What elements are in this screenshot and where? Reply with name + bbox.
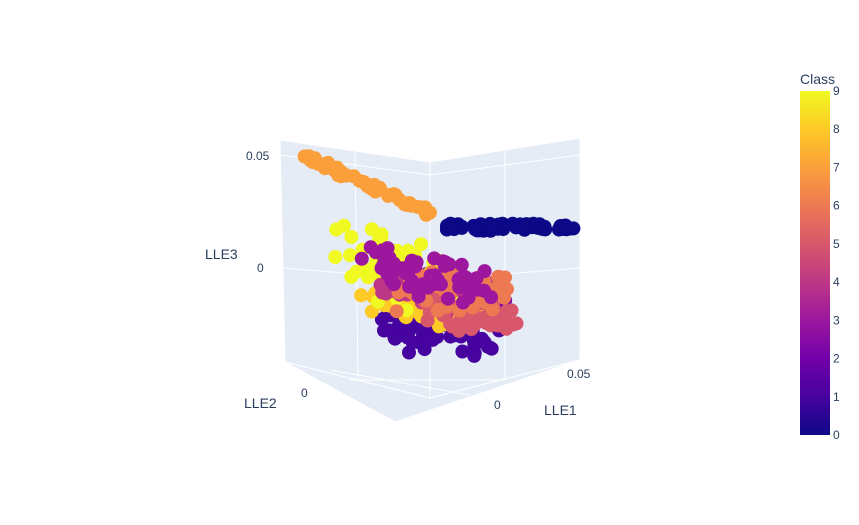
point-class-0[interactable]	[552, 222, 566, 237]
y-tick-zero: 0	[301, 386, 308, 400]
point-class-3[interactable]	[461, 290, 476, 305]
colorbar: Class 0 1 2 3 4 5 6 7 8 9	[800, 71, 840, 442]
point-class-7[interactable]	[400, 196, 415, 211]
point-class-9[interactable]	[328, 250, 343, 264]
point-class-3[interactable]	[411, 289, 426, 304]
point-class-3[interactable]	[452, 280, 467, 295]
point-class-7[interactable]	[372, 180, 387, 195]
colorbar-tick-4: 4	[833, 275, 840, 289]
point-class-0[interactable]	[483, 217, 498, 232]
point-class-5[interactable]	[509, 316, 524, 331]
point-class-1[interactable]	[377, 323, 391, 338]
x-tick-zero: 0	[494, 398, 501, 412]
colorbar-tick-2: 2	[833, 352, 840, 366]
point-class-9[interactable]	[343, 248, 357, 263]
colorbar-tick-3: 3	[833, 313, 840, 327]
point-class-9[interactable]	[336, 218, 351, 233]
z-axis-title: LLE3	[205, 246, 238, 262]
colorbar-title: Class	[800, 71, 835, 87]
colorbar-tick-1: 1	[833, 390, 840, 404]
point-class-9[interactable]	[414, 237, 428, 252]
point-class-3[interactable]	[469, 271, 484, 286]
x-tick-high: 0.05	[567, 367, 591, 381]
colorbar-tick-6: 6	[833, 199, 840, 213]
colorbar-ticks: 0 1 2 3 4 5 6 7 8 9	[833, 84, 840, 442]
colorbar-tick-0: 0	[833, 428, 840, 442]
colorbar-tick-9: 9	[833, 84, 840, 98]
point-class-0[interactable]	[538, 222, 553, 237]
point-class-7[interactable]	[311, 156, 326, 171]
point-class-3[interactable]	[420, 280, 435, 295]
point-class-3[interactable]	[427, 251, 442, 266]
z-tick-high: 0.05	[246, 149, 270, 163]
axis-labels: 0.05 0 LLE3 0 LLE2 0 0.05 LLE1	[205, 149, 591, 418]
points-layer	[297, 149, 581, 363]
point-class-3[interactable]	[368, 245, 383, 260]
point-class-3[interactable]	[484, 290, 499, 305]
floor-pane	[284, 359, 581, 423]
point-class-8[interactable]	[354, 288, 369, 303]
point-class-1[interactable]	[400, 330, 415, 345]
point-class-7[interactable]	[419, 207, 434, 222]
point-class-3[interactable]	[437, 258, 452, 273]
point-class-9[interactable]	[344, 269, 359, 284]
point-class-9[interactable]	[344, 230, 359, 244]
point-class-3[interactable]	[394, 261, 409, 276]
point-class-7[interactable]	[388, 188, 403, 203]
colorbar-tick-8: 8	[833, 122, 840, 136]
point-class-6[interactable]	[389, 304, 404, 319]
y-axis-title: LLE2	[244, 395, 277, 411]
point-class-7[interactable]	[356, 175, 371, 190]
point-class-1[interactable]	[467, 348, 482, 363]
point-class-0[interactable]	[498, 218, 513, 233]
point-class-5[interactable]	[467, 317, 482, 332]
point-class-6[interactable]	[491, 269, 506, 284]
point-class-3[interactable]	[354, 251, 369, 266]
point-class-3[interactable]	[380, 241, 395, 256]
point-class-3[interactable]	[431, 273, 446, 288]
point-class-5[interactable]	[443, 316, 457, 331]
colorbar-tick-5: 5	[833, 237, 840, 251]
point-class-3[interactable]	[377, 253, 392, 268]
point-class-6[interactable]	[430, 303, 445, 317]
colorbar-tick-7: 7	[833, 160, 840, 174]
point-class-6[interactable]	[500, 282, 514, 297]
point-class-9[interactable]	[364, 222, 379, 237]
point-class-7[interactable]	[327, 162, 341, 177]
z-tick-zero: 0	[257, 261, 264, 275]
floor-grid-a	[329, 369, 471, 396]
point-class-1[interactable]	[388, 331, 402, 346]
colorbar-gradient	[800, 91, 830, 435]
point-class-1[interactable]	[455, 344, 470, 359]
point-class-0[interactable]	[439, 222, 454, 237]
point-class-3[interactable]	[454, 257, 469, 272]
point-class-1[interactable]	[424, 331, 439, 346]
point-class-3[interactable]	[470, 282, 485, 297]
point-class-1[interactable]	[477, 335, 492, 350]
point-class-0[interactable]	[468, 222, 483, 237]
point-class-7[interactable]	[339, 168, 354, 183]
point-class-0[interactable]	[526, 216, 541, 231]
point-class-3[interactable]	[402, 279, 417, 294]
x-axis-title: LLE1	[544, 402, 577, 418]
point-class-3[interactable]	[441, 291, 455, 306]
